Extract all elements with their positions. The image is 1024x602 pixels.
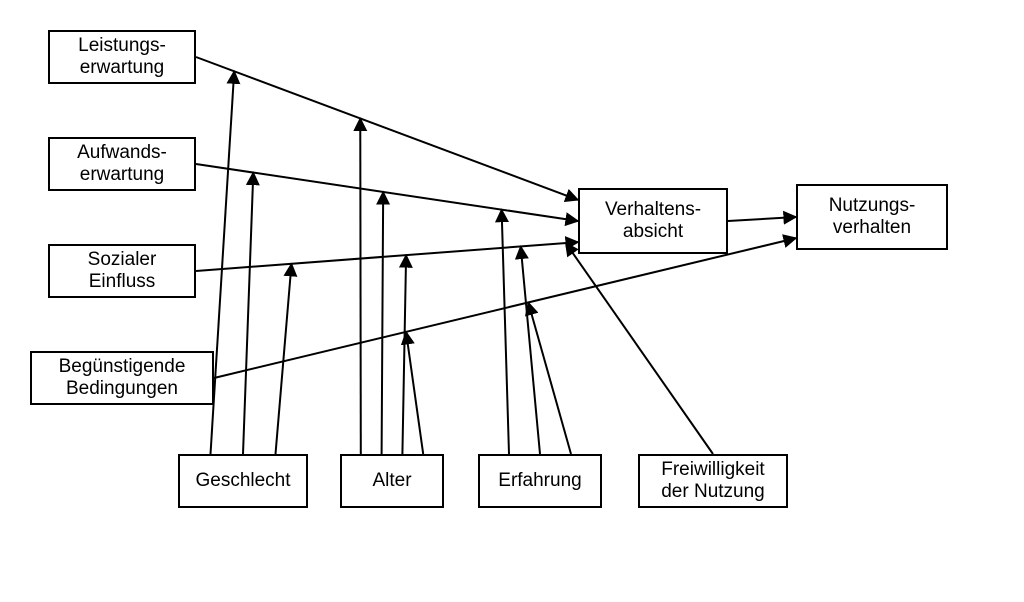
edge-alter-aufwands (382, 192, 384, 454)
node-freiwilligkeit: Freiwilligkeit der Nutzung (638, 454, 788, 508)
node-sozialer: Sozialer Einfluss (48, 244, 196, 298)
edge-geschlecht-leistungs (211, 71, 235, 454)
node-verhaltens: Verhaltens- absicht (578, 188, 728, 254)
edge-erfahrung-beguenstigende (528, 302, 571, 454)
edge-beguenstigende-nutzungs (214, 238, 796, 378)
edge-leistungs-verhaltens (196, 57, 578, 200)
node-alter: Alter (340, 454, 444, 508)
edge-verhaltens-nutzungs (728, 217, 796, 221)
node-nutzungs: Nutzungs- verhalten (796, 184, 948, 250)
edge-geschlecht-sozialer (276, 264, 292, 454)
edge-alter-beguenstigende (406, 332, 423, 454)
node-aufwands: Aufwands- erwartung (48, 137, 196, 191)
node-beguenstigende: Begünstigende Bedingungen (30, 351, 214, 405)
edge-sozialer-verhaltens (196, 242, 578, 271)
edge-alter-leistungs (360, 118, 361, 454)
edge-erfahrung-sozialer (521, 246, 540, 454)
edge-freiwilligkeit-sozialer (566, 243, 713, 454)
edge-aufwands-verhaltens (196, 164, 578, 221)
node-geschlecht: Geschlecht (178, 454, 308, 508)
node-erfahrung: Erfahrung (478, 454, 602, 508)
edge-erfahrung-aufwands (502, 210, 509, 454)
node-leistungs: Leistungs- erwartung (48, 30, 196, 84)
edge-alter-sozialer (402, 255, 406, 454)
edge-layer (0, 0, 1024, 602)
edge-geschlecht-aufwands (243, 173, 253, 454)
diagram-canvas: Leistungs- erwartung Aufwands- erwartung S… (0, 0, 1024, 602)
